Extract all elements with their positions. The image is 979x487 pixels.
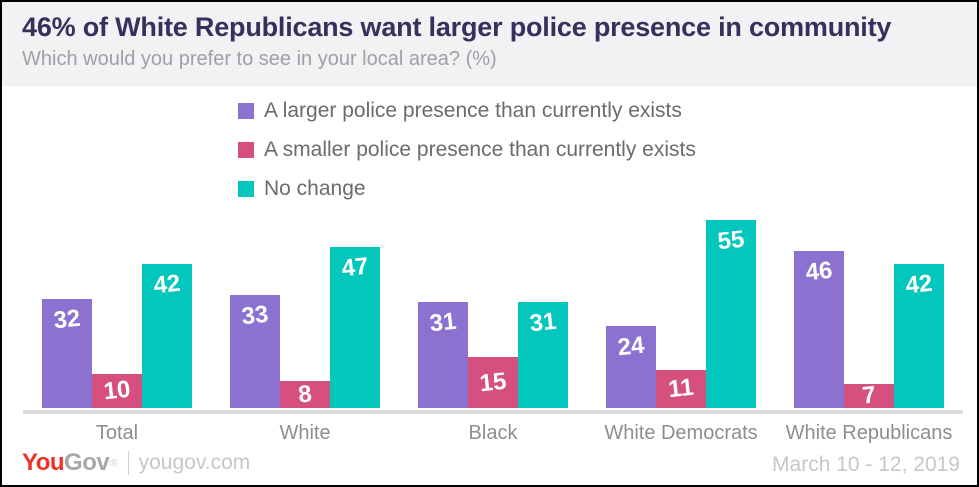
bar-value-label: 11	[666, 373, 695, 404]
chart-subtitle: Which would you prefer to see in your lo…	[22, 48, 497, 70]
bar-value-label: 47	[340, 252, 370, 283]
bar-group-white-democrats: 24 11 55	[606, 220, 756, 408]
bar-change-white-republicans: 42	[894, 264, 944, 408]
bar-smaller-black: 15	[468, 357, 518, 408]
bar-larger-black: 31	[418, 302, 468, 408]
yougov-url: yougov.com	[138, 451, 251, 474]
bar-group-white-republicans: 46 7 42	[794, 251, 944, 410]
bar-group-black: 31 15 31	[418, 302, 568, 408]
bar-smaller-total: 10	[92, 374, 142, 408]
bar-larger-white-democrats: 24	[606, 326, 656, 408]
bar-change-white-democrats: 55	[706, 220, 756, 408]
bar-smaller-white-republicans: 7	[844, 381, 894, 410]
bar-value-label: 10	[102, 375, 132, 406]
bar-larger-white: 33	[230, 295, 280, 408]
bar-change-total: 42	[142, 264, 192, 408]
bar-value-label: 32	[52, 304, 82, 335]
category-label-white: White	[279, 422, 331, 444]
yougov-logo: You Gov ® yougov.com	[22, 449, 250, 477]
legend-item-smaller: A smaller police presence than currently…	[238, 138, 696, 162]
legend-swatch-smaller-icon	[238, 142, 254, 158]
x-axis-baseline	[23, 410, 963, 414]
bar-value-label: 55	[716, 225, 746, 256]
footer: You Gov ® yougov.com March 10 - 12, 2019	[2, 445, 977, 485]
logo-you: You	[22, 449, 65, 476]
bar-value-label: 15	[478, 367, 508, 398]
logo-gov: Gov	[64, 449, 110, 476]
bar-group-white: 33 8 47	[230, 247, 380, 409]
date-range: March 10 - 12, 2019	[772, 453, 960, 476]
bar-value-label: 7	[860, 381, 877, 410]
category-label-total: Total	[95, 422, 139, 444]
bar-change-white: 47	[330, 247, 380, 408]
bar-value-label: 31	[428, 307, 458, 338]
bar-change-black: 31	[518, 302, 568, 408]
bar-smaller-white-democrats: 11	[656, 370, 706, 408]
bar-value-label: 33	[240, 300, 270, 331]
chart-header: 46% of White Republicans want larger pol…	[2, 2, 977, 86]
legend: A larger police presence than currently …	[238, 99, 696, 216]
category-label-black: Black	[468, 422, 518, 444]
bar-smaller-white: 8	[280, 380, 330, 409]
legend-swatch-nochange-icon	[238, 181, 254, 197]
category-label-white-republicans: White Republicans	[785, 422, 953, 444]
bar-value-label: 46	[804, 256, 834, 287]
bar-larger-total: 32	[42, 299, 92, 408]
legend-swatch-larger-icon	[238, 103, 254, 119]
brand-divider	[127, 451, 129, 475]
legend-label-smaller: A smaller police presence than currently…	[264, 138, 696, 161]
registered-mark-icon: ®	[110, 457, 118, 469]
bar-value-label: 8	[296, 380, 313, 409]
chart-title: 46% of White Republicans want larger pol…	[22, 12, 892, 42]
bar-larger-white-republicans: 46	[794, 251, 844, 408]
bar-value-label: 24	[616, 331, 646, 362]
legend-item-nochange: No change	[238, 177, 696, 201]
category-label-white-democrats: White Democrats	[604, 422, 758, 444]
legend-label-larger: A larger police presence than currently …	[264, 99, 682, 122]
bar-value-label: 42	[152, 269, 182, 300]
bar-group-total: 32 10 42	[42, 264, 192, 408]
bar-value-label: 42	[904, 269, 934, 300]
bar-value-label: 31	[528, 307, 558, 338]
legend-label-nochange: No change	[264, 177, 366, 200]
legend-item-larger: A larger police presence than currently …	[238, 99, 696, 123]
